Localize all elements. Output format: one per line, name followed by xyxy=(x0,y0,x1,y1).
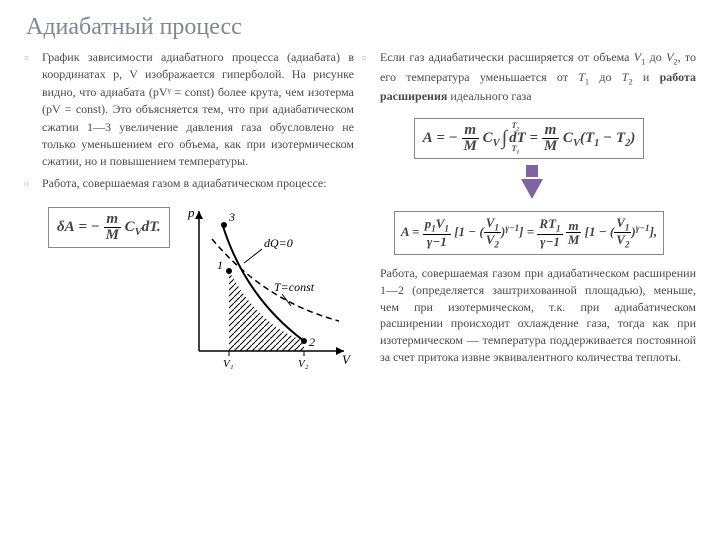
formula-a-integral: A = − mM CV∫T1T2dT = mM CV(T1 − T2) xyxy=(414,118,645,159)
right-paragraph-2: Работа, совершаемая газом при адиабатиче… xyxy=(362,265,696,366)
y-axis-label: p xyxy=(187,205,195,220)
formula-a-expanded: A = p1V1γ−1 [1 − (V1V2)γ−1] = RT1γ−1 mM … xyxy=(394,211,664,255)
annot-dq: dQ=0 xyxy=(264,236,293,250)
formula-a-integral-wrap: A = − mM CV∫T1T2dT = mM CV(T1 − T2) xyxy=(362,112,696,163)
left-column: ▫ График зависимости адиабатного процесс… xyxy=(24,49,354,524)
bullet-icon: ▫ xyxy=(362,49,372,106)
slide: Адиабатный процесс ▫ График зависимости … xyxy=(0,0,720,540)
bullet-icon: ▫ xyxy=(24,175,34,193)
graph-row: δA = − mM CVdT. p V xyxy=(24,201,354,371)
pt3: 3 xyxy=(228,210,235,224)
bullet-icon: ▫ xyxy=(24,49,34,171)
columns: ▫ График зависимости адиабатного процесс… xyxy=(24,49,696,524)
pt2: 2 xyxy=(309,335,315,349)
right-paragraph-1: Если газ адиабатически расширяется от об… xyxy=(380,49,696,106)
right-bullet-1: ▫ Если газ адиабатически расширяется от … xyxy=(362,49,696,106)
pv-diagram: p V 1 xyxy=(174,201,354,371)
left-bullet-2: ▫ Работа, совершаемая газом в адиабатиче… xyxy=(24,175,354,193)
left-paragraph-1: График зависимости адиабатного процесса … xyxy=(42,49,354,171)
left-bullet-1: ▫ График зависимости адиабатного процесс… xyxy=(24,49,354,171)
annot-t: T=const xyxy=(274,280,315,294)
tick-v2: V₂ xyxy=(298,358,309,370)
formula-a-expanded-wrap: A = p1V1γ−1 [1 − (V1V2)γ−1] = RT1γ−1 mM … xyxy=(362,205,696,259)
pt1: 1 xyxy=(217,258,223,272)
formula-delta-a: δA = − mM CVdT. xyxy=(48,207,170,248)
tick-v1: V₁ xyxy=(223,358,234,370)
arrow-down-icon xyxy=(502,167,562,201)
right-column: ▫ Если газ адиабатически расширяется от … xyxy=(362,49,696,524)
left-paragraph-2: Работа, совершаемая газом в адиабатическ… xyxy=(42,175,327,193)
page-title: Адиабатный процесс xyxy=(26,14,696,41)
x-axis-label: V xyxy=(342,352,352,367)
